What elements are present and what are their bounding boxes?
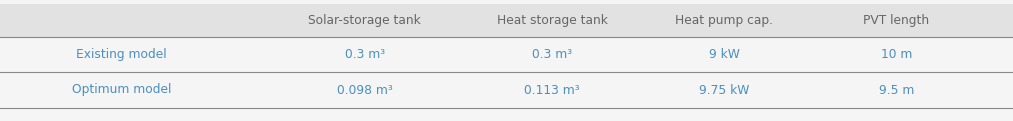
Text: 0.3 m³: 0.3 m³ xyxy=(344,48,385,60)
Text: 9 kW: 9 kW xyxy=(709,48,739,60)
Text: Optimum model: Optimum model xyxy=(72,83,171,97)
Text: 10 m: 10 m xyxy=(881,48,912,60)
Text: Heat storage tank: Heat storage tank xyxy=(496,14,608,27)
Text: PVT length: PVT length xyxy=(863,14,930,27)
Bar xyxy=(0,4,1013,37)
Text: Heat pump cap.: Heat pump cap. xyxy=(676,14,773,27)
Text: 9.75 kW: 9.75 kW xyxy=(699,83,750,97)
Text: 9.5 m: 9.5 m xyxy=(879,83,914,97)
Text: 0.3 m³: 0.3 m³ xyxy=(532,48,572,60)
Text: Existing model: Existing model xyxy=(76,48,167,60)
Text: Solar-storage tank: Solar-storage tank xyxy=(308,14,421,27)
Text: 0.098 m³: 0.098 m³ xyxy=(336,83,393,97)
Text: 0.113 m³: 0.113 m³ xyxy=(525,83,579,97)
